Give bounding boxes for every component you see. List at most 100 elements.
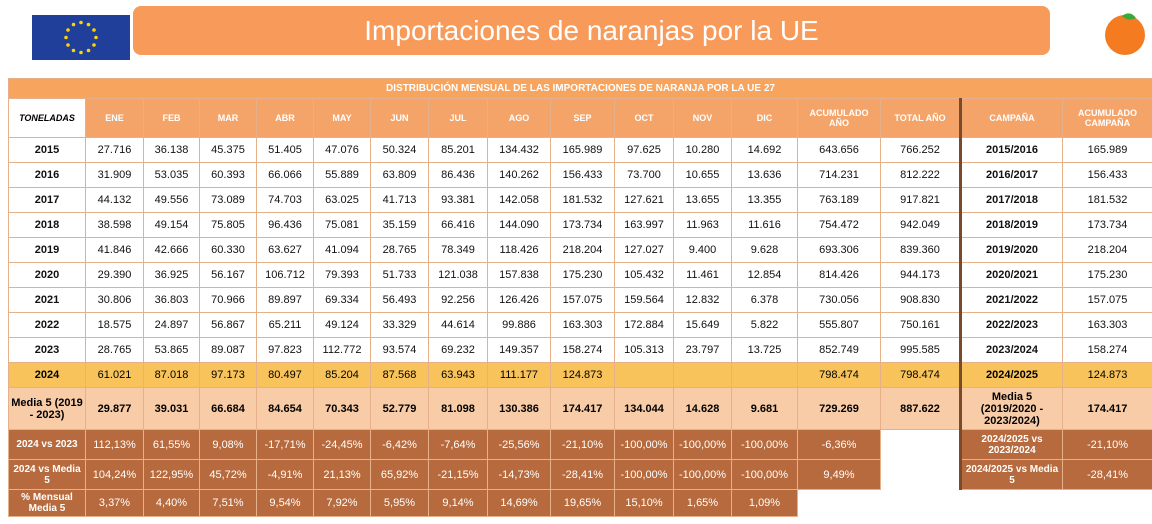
cell xyxy=(880,459,961,490)
cell: 9.681 xyxy=(731,387,798,430)
cell: 944.173 xyxy=(880,262,961,288)
row-label: 2023 xyxy=(8,337,86,363)
cell: -100,00% xyxy=(731,459,798,490)
cell xyxy=(797,489,881,517)
cell: 36.138 xyxy=(143,137,200,163)
cell: 70.343 xyxy=(313,387,371,430)
cell: 4,40% xyxy=(143,489,200,517)
cell: 87.568 xyxy=(370,362,429,388)
cell: 38.598 xyxy=(85,212,144,238)
cell: 29.390 xyxy=(85,262,144,288)
cell: -100,00% xyxy=(673,459,732,490)
column-header: MAY xyxy=(313,98,371,138)
column-header: CAMPAÑA xyxy=(959,98,1063,138)
cell: 73.700 xyxy=(614,162,674,188)
cell: 52.779 xyxy=(370,387,429,430)
cell xyxy=(880,489,961,517)
cell: 105.313 xyxy=(614,337,674,363)
cell: 97.823 xyxy=(256,337,314,363)
column-header: TONELADAS xyxy=(8,98,86,138)
cell: 93.574 xyxy=(370,337,429,363)
cell: 69.232 xyxy=(428,337,488,363)
cell: 13.636 xyxy=(731,162,798,188)
cell: 9,08% xyxy=(199,429,257,460)
column-header: AGO xyxy=(487,98,551,138)
cell: 28.765 xyxy=(370,237,429,263)
cell: -24,45% xyxy=(313,429,371,460)
cell: 79.393 xyxy=(313,262,371,288)
cell: -7,64% xyxy=(428,429,488,460)
cell: 53.035 xyxy=(143,162,200,188)
cell: 84.654 xyxy=(256,387,314,430)
cell: -28,41% xyxy=(1062,459,1152,490)
cell: 181.532 xyxy=(550,187,615,213)
cell: 814.426 xyxy=(797,262,881,288)
cell: 122,95% xyxy=(143,459,200,490)
cell: 3,37% xyxy=(85,489,144,517)
cell: 643.656 xyxy=(797,137,881,163)
cell: 1,65% xyxy=(673,489,732,517)
cell: 92.256 xyxy=(428,287,488,313)
cell: 96.436 xyxy=(256,212,314,238)
cell: -17,71% xyxy=(256,429,314,460)
cell: 45.375 xyxy=(199,137,257,163)
column-header: FEB xyxy=(143,98,200,138)
cell: 9.628 xyxy=(731,237,798,263)
cell: -21,10% xyxy=(1062,429,1152,460)
row-label: 2024 xyxy=(8,362,86,388)
cell: 63.025 xyxy=(313,187,371,213)
cell: 53.865 xyxy=(143,337,200,363)
cell: 126.426 xyxy=(487,287,551,313)
cell: 763.189 xyxy=(797,187,881,213)
cell xyxy=(1062,489,1152,517)
cell: 44.614 xyxy=(428,312,488,338)
cell: -100,00% xyxy=(731,429,798,460)
cell: 908.830 xyxy=(880,287,961,313)
cell: 158.274 xyxy=(1062,337,1152,363)
cell: 127.027 xyxy=(614,237,674,263)
banner-title: Importaciones de naranjas por la UE xyxy=(133,6,1050,55)
cell: 750.161 xyxy=(880,312,961,338)
cell: 9,49% xyxy=(797,459,881,490)
cell: 118.426 xyxy=(487,237,551,263)
cell: -100,00% xyxy=(614,459,674,490)
cell: 35.159 xyxy=(370,212,429,238)
cell: 181.532 xyxy=(1062,187,1152,213)
cell: 23.797 xyxy=(673,337,732,363)
cell: 81.098 xyxy=(428,387,488,430)
cell: 121.038 xyxy=(428,262,488,288)
cell: 105.432 xyxy=(614,262,674,288)
eu-flag xyxy=(32,15,130,60)
cell: 111.177 xyxy=(487,362,551,388)
cell: 75.081 xyxy=(313,212,371,238)
cell: 97.173 xyxy=(199,362,257,388)
cell: 729.269 xyxy=(797,387,881,430)
cell: 2024/2025 vs 2023/2024 xyxy=(959,429,1063,460)
cell: 2020/2021 xyxy=(959,262,1063,288)
cell: 89.897 xyxy=(256,287,314,313)
cell: 754.472 xyxy=(797,212,881,238)
cell: 7,51% xyxy=(199,489,257,517)
cell: 127.621 xyxy=(614,187,674,213)
cell: 693.306 xyxy=(797,237,881,263)
cell: 70.966 xyxy=(199,287,257,313)
cell: 74.703 xyxy=(256,187,314,213)
cell: -25,56% xyxy=(487,429,551,460)
table-title: DISTRIBUCIÓN MENSUAL DE LAS IMPORTACIONE… xyxy=(8,78,1152,99)
cell: 175.230 xyxy=(1062,262,1152,288)
row-label: 2019 xyxy=(8,237,86,263)
cell: 36.803 xyxy=(143,287,200,313)
cell: 56.167 xyxy=(199,262,257,288)
cell: 93.381 xyxy=(428,187,488,213)
cell: 2019/2020 xyxy=(959,237,1063,263)
cell: 61,55% xyxy=(143,429,200,460)
cell xyxy=(731,362,798,388)
column-header: MAR xyxy=(199,98,257,138)
cell: 9,54% xyxy=(256,489,314,517)
cell: 156.433 xyxy=(550,162,615,188)
cell: 812.222 xyxy=(880,162,961,188)
cell: -6,42% xyxy=(370,429,429,460)
cell: 766.252 xyxy=(880,137,961,163)
row-label: Media 5 (2019 - 2023) xyxy=(8,387,86,430)
